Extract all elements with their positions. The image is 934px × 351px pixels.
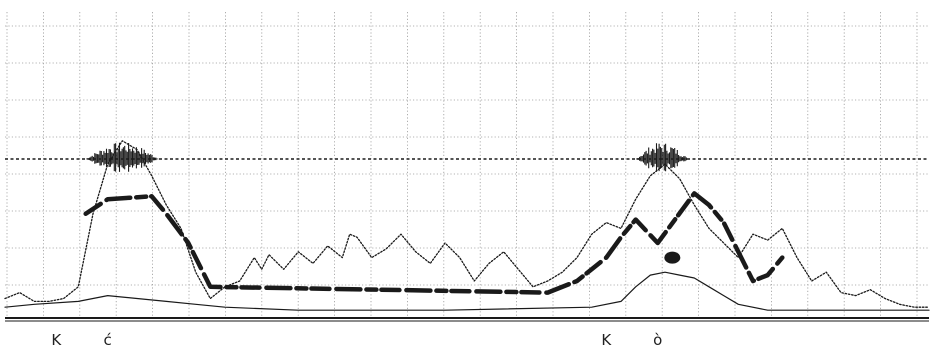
markers xyxy=(664,251,681,264)
waveform-burst xyxy=(86,142,160,172)
segment-label: K xyxy=(51,331,62,349)
segment-label: K xyxy=(601,331,612,349)
waveform-burst xyxy=(636,143,689,172)
series-thin-line xyxy=(4,271,930,311)
grid xyxy=(5,12,929,318)
baseline xyxy=(5,317,929,322)
curves xyxy=(4,140,930,311)
segment-label: ò xyxy=(653,331,662,349)
waveform-trace xyxy=(5,142,929,172)
series-dotted-line xyxy=(4,140,930,308)
segment-label: ć xyxy=(104,331,112,349)
series-thick-line xyxy=(83,191,785,295)
marker-dot xyxy=(664,251,681,264)
